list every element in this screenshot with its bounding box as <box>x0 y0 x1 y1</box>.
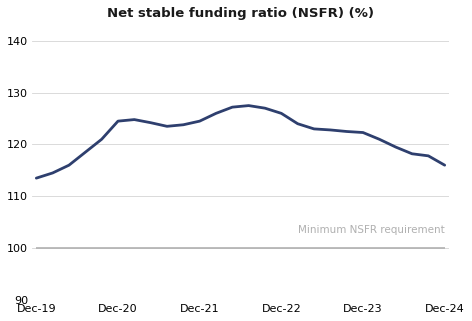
Title: Net stable funding ratio (NSFR) (%): Net stable funding ratio (NSFR) (%) <box>107 7 374 20</box>
Text: Minimum NSFR requirement: Minimum NSFR requirement <box>298 225 445 235</box>
